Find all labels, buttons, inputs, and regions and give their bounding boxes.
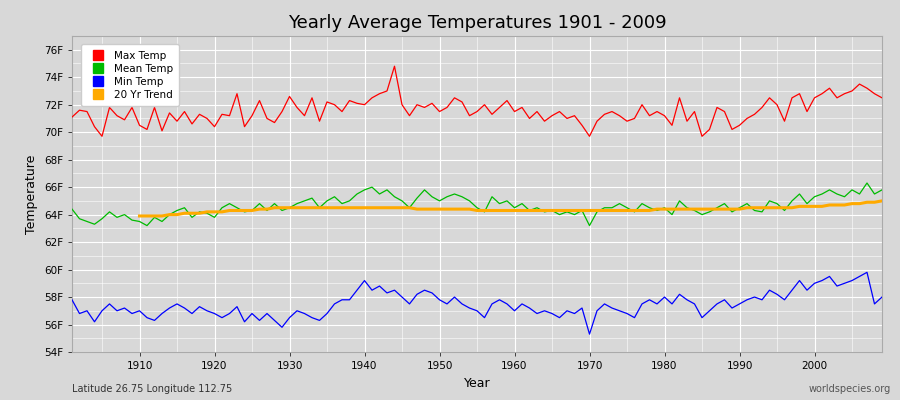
Title: Yearly Average Temperatures 1901 - 2009: Yearly Average Temperatures 1901 - 2009 bbox=[288, 14, 666, 32]
X-axis label: Year: Year bbox=[464, 376, 490, 390]
Text: worldspecies.org: worldspecies.org bbox=[809, 384, 891, 394]
Y-axis label: Temperature: Temperature bbox=[25, 154, 39, 234]
Legend: Max Temp, Mean Temp, Min Temp, 20 Yr Trend: Max Temp, Mean Temp, Min Temp, 20 Yr Tre… bbox=[81, 44, 179, 106]
Text: Latitude 26.75 Longitude 112.75: Latitude 26.75 Longitude 112.75 bbox=[72, 384, 232, 394]
